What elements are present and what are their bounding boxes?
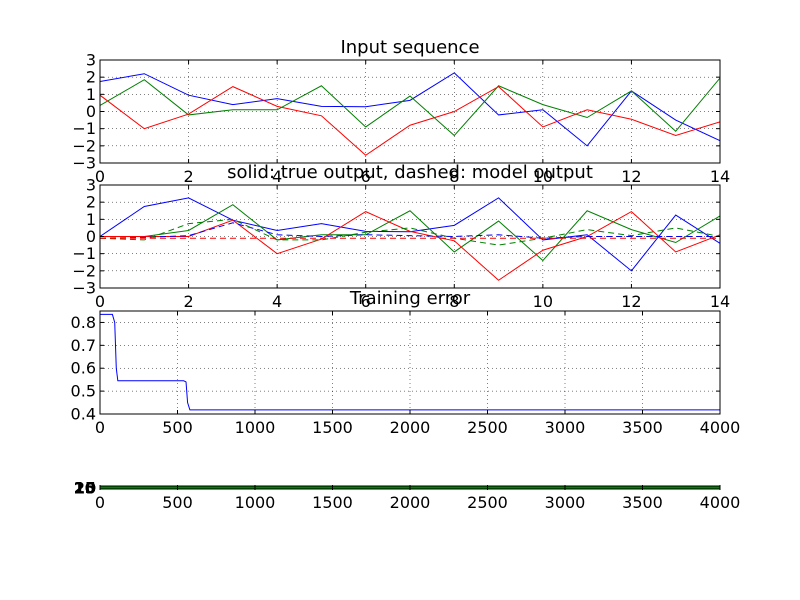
subplot-4-xtick-label-1: 500 [162,493,193,512]
subplot-1-ytick-label-0: −3 [72,154,96,173]
subplot-3-title: Training error [349,288,471,309]
subplot-2-series-line-3 [100,210,720,281]
subplot-1-xtick-label-2: 4 [272,167,282,186]
subplot-1-plot-area [100,72,720,156]
subplot-2-xtick-label-5: 10 [533,292,553,311]
subplot-3-xtick-label-7: 3500 [622,418,663,437]
subplot-2-series-line-4 [100,222,720,239]
subplot-2-title: solid: true output, dashed: model output [227,162,593,183]
subplot-2-ytick-label-0: −3 [72,279,96,298]
subplot-3-ytick-label-2: 0.6 [71,359,96,378]
subplot-2-ytick-label-1: −2 [72,261,96,280]
subplot-4-xtick-label-6: 3000 [545,493,586,512]
subplot-3-xtick-label-2: 1000 [235,418,276,437]
subplot-4: 0 500 1000 1500 2000 2500 3000 3500 4000 25201510… [74,479,741,513]
subplot-2-series-line-5 [100,218,720,246]
subplot-1-xtick-label-5: 10 [533,167,553,186]
subplot-2-ytick-label-5: 2 [86,193,96,212]
subplot-1-xtick-label-6: 12 [621,167,641,186]
subplot-4-xtick-label-5: 2500 [467,493,508,512]
subplot-4-xtick-label-8: 4000 [700,493,741,512]
subplot-1-ytick-label-2: −1 [72,119,96,138]
subplot-1-xtick-label-0: 0 [95,167,105,186]
subplot-1-title: Input sequence [340,37,479,58]
subplot-3-xtick-label-3: 1500 [312,418,353,437]
subplot-3-xtick-label-5: 2500 [467,418,508,437]
subplot-3-plot-area [100,313,720,411]
subplot-1-series-line-1 [100,72,720,147]
subplot-2-xtick-label-4: 8 [449,292,459,311]
subplot-2-ytick-label-4: 1 [86,210,96,229]
subplot-1-xtick-label-3: 6 [361,167,371,186]
subplot-2-ytick-label-3: 0 [86,227,96,246]
subplot-2-ytick-label-2: −1 [72,244,96,263]
subplot-3-xtick-label-6: 3000 [545,418,586,437]
subplot-3-xtick-label-0: 0 [95,418,105,437]
subplot-4-xtick-label-4: 2000 [390,493,431,512]
subplot-1-xtick-label-4: 8 [449,167,459,186]
subplot-1-ytick-label-3: 0 [86,102,96,121]
subplot-1-xtick-label-1: 2 [183,167,193,186]
subplot-4-xtick-label-7: 3500 [622,493,663,512]
subplot-1-series-line-2 [100,77,720,137]
subplot-2-plot-area [100,197,720,281]
subplot-2-ytick-label-6: 3 [86,176,96,195]
subplot-3-ytick-label-3: 0.7 [71,336,96,355]
subplot-1-series-line-3 [100,85,720,156]
subplot-2-series-line-2 [100,204,720,262]
subplot-3-xtick-label-4: 2000 [390,418,431,437]
subplot-3-axes-frame [99,310,721,415]
subplot-3-xtick-label-1: 500 [162,418,193,437]
subplot-2-xtick-label-3: 6 [361,292,371,311]
subplot-3-series-line-1 [100,313,720,411]
subplot-4-ytick-label-5: 0 [85,479,96,498]
subplot-4-xtick-label-3: 1500 [312,493,353,512]
subplot-4-ytick-label-4: 5 [85,479,96,498]
subplot-4-ytick-label-0: 25 [74,479,96,498]
subplot-1-ytick-label-1: −2 [72,136,96,155]
subplot-1-xtick-label-7: 14 [710,167,730,186]
subplot-3: 0 500 1000 1500 2000 2500 3000 3500 4000 0.4 0.5 0.… [71,288,741,437]
subplot-4-ytick-label-2: 15 [74,479,96,498]
subplot-2-xtick-label-7: 14 [710,292,730,311]
subplot-2-xtick-label-6: 12 [621,292,641,311]
subplot-4-xtick-label-0: 0 [95,493,105,512]
subplot-4-ytick-label-3: 10 [74,479,96,498]
subplot-2-xtick-label-0: 0 [95,292,105,311]
subplot-1-ytick-label-5: 2 [86,68,96,87]
subplot-4-ytick-label-1: 20 [74,479,96,498]
subplot-2-xtick-label-2: 4 [272,292,282,311]
subplot-1-ytick-label-6: 3 [86,51,96,70]
subplot-3-ytick-label-4: 0.8 [71,313,96,332]
subplot-3-ytick-label-0: 0.4 [71,405,96,424]
subplot-2-xtick-label-1: 2 [183,292,193,311]
subplot-3-xtick-label-8: 4000 [700,418,741,437]
subplot-4-xtick-label-2: 1000 [235,493,276,512]
subplot-3-ytick-label-1: 0.5 [71,382,96,401]
subplot-1-ytick-label-4: 1 [86,85,96,104]
